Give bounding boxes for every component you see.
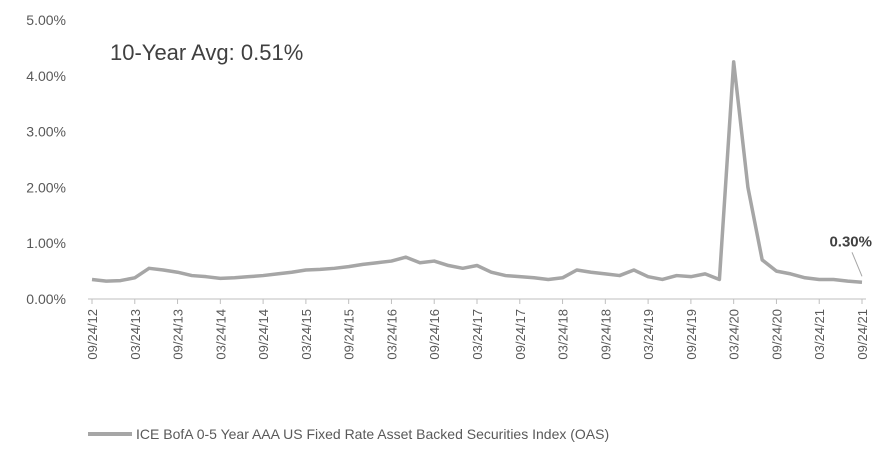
x-tick-label: 09/24/12 (85, 309, 100, 360)
x-tick-label: 09/24/15 (342, 309, 357, 360)
x-tick-label: 03/24/13 (128, 309, 143, 360)
x-tick-label: 03/24/15 (299, 309, 314, 360)
x-tick-label: 09/24/14 (256, 309, 271, 360)
legend-label: ICE BofA 0-5 Year AAA US Fixed Rate Asse… (136, 426, 609, 442)
y-tick-label: 1.00% (26, 235, 66, 251)
x-tick-label: 09/24/17 (513, 309, 528, 360)
x-tick-label: 03/24/17 (470, 309, 485, 360)
x-tick-label: 03/24/16 (384, 309, 399, 360)
y-tick-label: 0.00% (26, 291, 66, 307)
label-leader (851, 252, 863, 277)
x-tick-label: 09/24/16 (427, 309, 442, 360)
x-tick-label: 09/24/20 (769, 309, 784, 360)
x-tick-label: 09/24/21 (855, 309, 870, 360)
y-tick-label: 3.00% (26, 124, 66, 140)
series-line (91, 60, 863, 285)
y-tick-label: 2.00% (26, 179, 66, 195)
y-tick-label: 4.00% (26, 68, 66, 84)
x-tick-label: 03/24/19 (641, 309, 656, 360)
x-tick-label: 03/24/20 (727, 309, 742, 360)
x-tick-label: 09/24/18 (598, 309, 613, 360)
x-tick-label: 03/24/21 (812, 309, 827, 360)
x-tick-label: 03/24/18 (556, 309, 571, 360)
y-tick-label: 5.00% (26, 12, 66, 28)
x-tick-label: 09/24/13 (171, 309, 186, 360)
x-tick-label: 03/24/14 (213, 309, 228, 360)
annotation: 10-Year Avg: 0.51% (110, 40, 303, 65)
x-tick-label: 09/24/19 (684, 309, 699, 360)
data-label: 0.30% (829, 233, 872, 250)
